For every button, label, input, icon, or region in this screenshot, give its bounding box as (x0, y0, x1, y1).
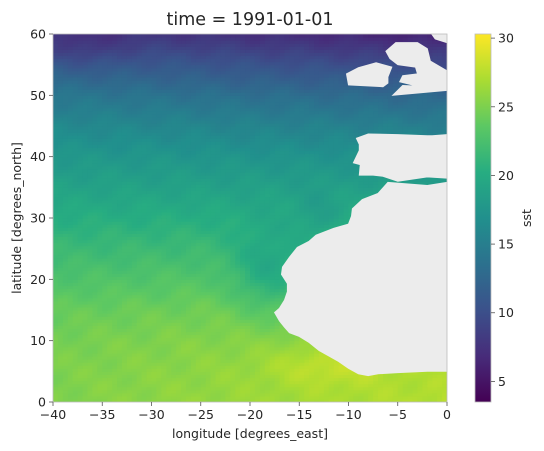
plot-area (53, 28, 448, 403)
chart-title: time = 1991-01-01 (166, 10, 333, 30)
